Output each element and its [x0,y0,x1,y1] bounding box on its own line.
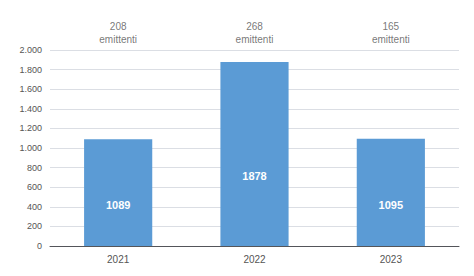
svg-text:1.000: 1.000 [19,143,42,153]
svg-text:1095: 1095 [379,199,403,211]
svg-text:emittenti: emittenti [372,34,410,45]
svg-text:emittenti: emittenti [99,34,137,45]
svg-text:emittenti: emittenti [236,34,274,45]
svg-text:2021: 2021 [107,254,130,265]
svg-text:1.600: 1.600 [19,84,42,94]
svg-text:1.200: 1.200 [19,123,42,133]
svg-text:1878: 1878 [242,170,266,182]
svg-text:0: 0 [37,241,42,251]
svg-text:200: 200 [27,221,42,231]
svg-text:208: 208 [110,21,127,32]
svg-text:2023: 2023 [380,254,403,265]
svg-text:400: 400 [27,202,42,212]
svg-text:1.400: 1.400 [19,104,42,114]
svg-text:2022: 2022 [243,254,266,265]
svg-text:268: 268 [246,21,263,32]
svg-text:600: 600 [27,182,42,192]
svg-text:1.800: 1.800 [19,65,42,75]
svg-text:1089: 1089 [106,199,130,211]
svg-text:165: 165 [382,21,399,32]
svg-text:2.000: 2.000 [19,45,42,55]
svg-text:800: 800 [27,163,42,173]
